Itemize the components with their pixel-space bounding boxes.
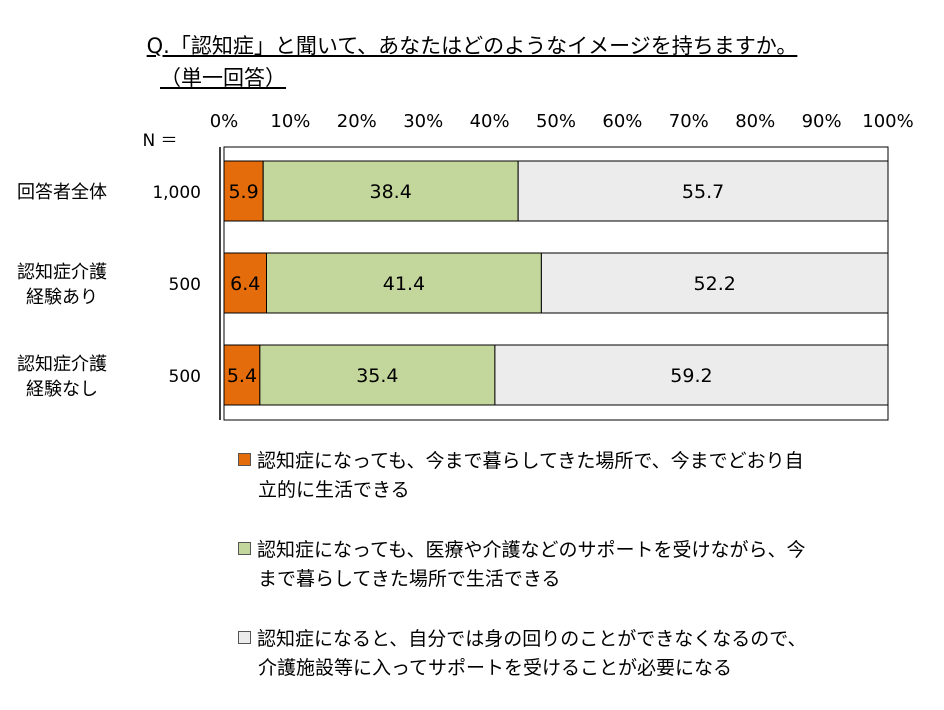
- legend-swatch: [238, 453, 251, 466]
- data-label: 5.9: [228, 181, 258, 203]
- bar-segment: [262, 160, 519, 222]
- legend-label: 認知症になると、自分では身の回りのことができなくなるので、: [257, 628, 807, 650]
- bar-segment: [494, 344, 889, 406]
- n-header: N ＝: [142, 131, 177, 151]
- x-tick-label: 100%: [862, 111, 913, 132]
- data-label: 6.4: [230, 273, 260, 295]
- data-label: 52.2: [694, 273, 736, 295]
- data-label: 38.4: [370, 181, 412, 203]
- legend-swatch: [238, 542, 251, 555]
- data-label: 55.7: [682, 181, 724, 203]
- x-tick-label: 90%: [802, 111, 842, 132]
- legend-label: まで暮らしてきた場所で生活できる: [258, 568, 561, 590]
- legend-label: 認知症になっても、今まで暮らしてきた場所で、今までどおり自: [257, 450, 804, 472]
- category-label: 回答者全体: [17, 182, 107, 203]
- legend-label: 介護施設等に入ってサポートを受けることが必要になる: [258, 657, 733, 679]
- x-tick-label: 20%: [337, 111, 377, 132]
- bar-segment: [223, 252, 267, 314]
- x-tick-label: 70%: [669, 111, 709, 132]
- legend-swatch: [238, 631, 251, 644]
- data-label: 41.4: [383, 273, 425, 295]
- x-tick-label: 10%: [270, 111, 310, 132]
- category-label: 経験なし: [26, 379, 98, 400]
- data-label: 35.4: [356, 365, 398, 387]
- bar-segment: [265, 252, 542, 314]
- x-tick-label: 40%: [470, 111, 510, 132]
- chart-subtitle: （単一回答）: [160, 66, 286, 90]
- stacked-bar-chart: 0% 10% 20% 30% 40% 50% 60% 70% 80% 90% 100% N ＝ 5.9 3…: [17, 111, 914, 421]
- category-label: 経験あり: [26, 287, 98, 308]
- x-tick-label: 0%: [210, 111, 239, 132]
- x-tick-label: 50%: [536, 111, 576, 132]
- legend-item: 認知症になっても、医療や介護などのサポートを受けながら、今 まで暮らしてきた場所で…: [238, 536, 878, 594]
- data-label: 59.2: [670, 365, 712, 387]
- n-value: 1,000: [152, 183, 201, 203]
- legend-label: 認知症になっても、医療や介護などのサポートを受けながら、今: [257, 539, 806, 561]
- legend-item: 認知症になると、自分では身の回りのことができなくなるので、 介護施設等に入ってサポ…: [238, 625, 878, 683]
- data-label: 5.4: [227, 365, 257, 387]
- bar-segment: [517, 160, 889, 222]
- n-value: 500: [169, 275, 201, 295]
- x-tick-label: 80%: [735, 111, 775, 132]
- x-tick-label: 60%: [602, 111, 642, 132]
- bar-segment: [540, 252, 889, 314]
- bar-segment: [259, 344, 496, 406]
- n-value: 500: [169, 367, 201, 387]
- legend-label: 立的に生活できる: [258, 479, 410, 501]
- category-label: 認知症介護: [17, 354, 107, 375]
- bar-segment: [223, 160, 264, 222]
- category-label: 認知症介護: [17, 262, 107, 283]
- chart-title: Q.「認知症」と聞いて、あなたはどのようなイメージを持ちますか。: [146, 34, 798, 58]
- x-tick-label: 30%: [403, 111, 443, 132]
- legend-item: 認知症になっても、今まで暮らしてきた場所で、今までどおり自 立的に生活できる: [238, 447, 878, 505]
